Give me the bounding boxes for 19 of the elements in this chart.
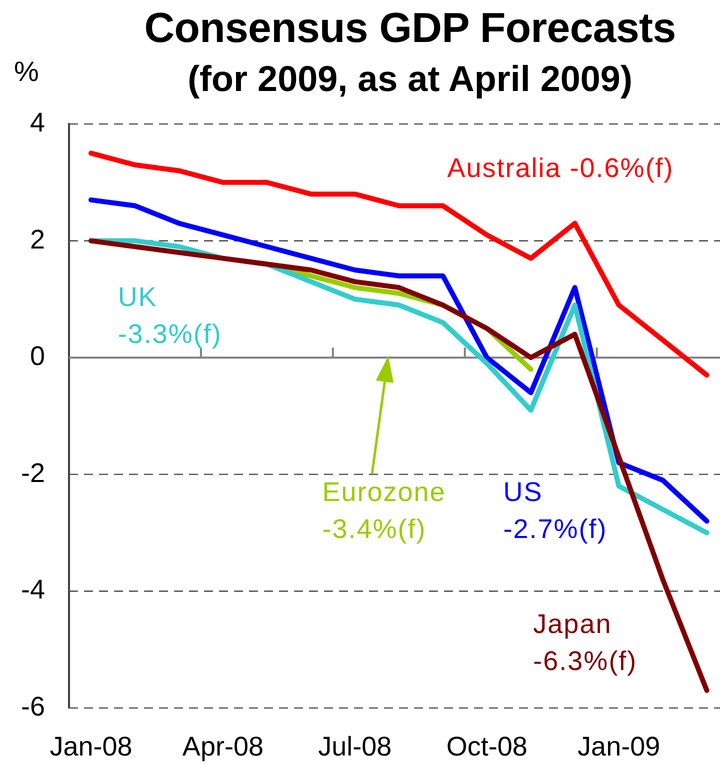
y-tick-label: 0 <box>30 341 45 372</box>
x-tick-label: Oct-08 <box>446 732 528 762</box>
series-label: US -2.7%(f) <box>503 477 608 544</box>
text: Eurozone -3.4%(f) <box>322 477 446 544</box>
x-tick-label: Jan-09 <box>578 732 660 762</box>
y-tick-label: -4 <box>20 574 45 605</box>
y-tick-label: 2 <box>30 224 45 254</box>
chart-subtitle: (for 2009, as at April 2009) <box>186 58 634 100</box>
chart-title: Consensus GDP Forecasts <box>143 4 677 52</box>
series-label: Australia -0.6%(f) <box>447 152 674 183</box>
x-tick-label: Jan-08 <box>50 732 132 762</box>
y-tick-label: -6 <box>20 691 45 722</box>
y-tick-label: 4 <box>30 107 45 138</box>
x-tick-label: Jul-08 <box>318 732 392 762</box>
series-label: UK -3.3%(f) <box>118 282 222 349</box>
y-axis-title: % <box>14 56 39 88</box>
x-tick-label: Apr-08 <box>182 732 264 762</box>
y-tick-label: -2 <box>20 458 45 488</box>
series-label: Japan -6.3%(f) <box>533 609 638 676</box>
